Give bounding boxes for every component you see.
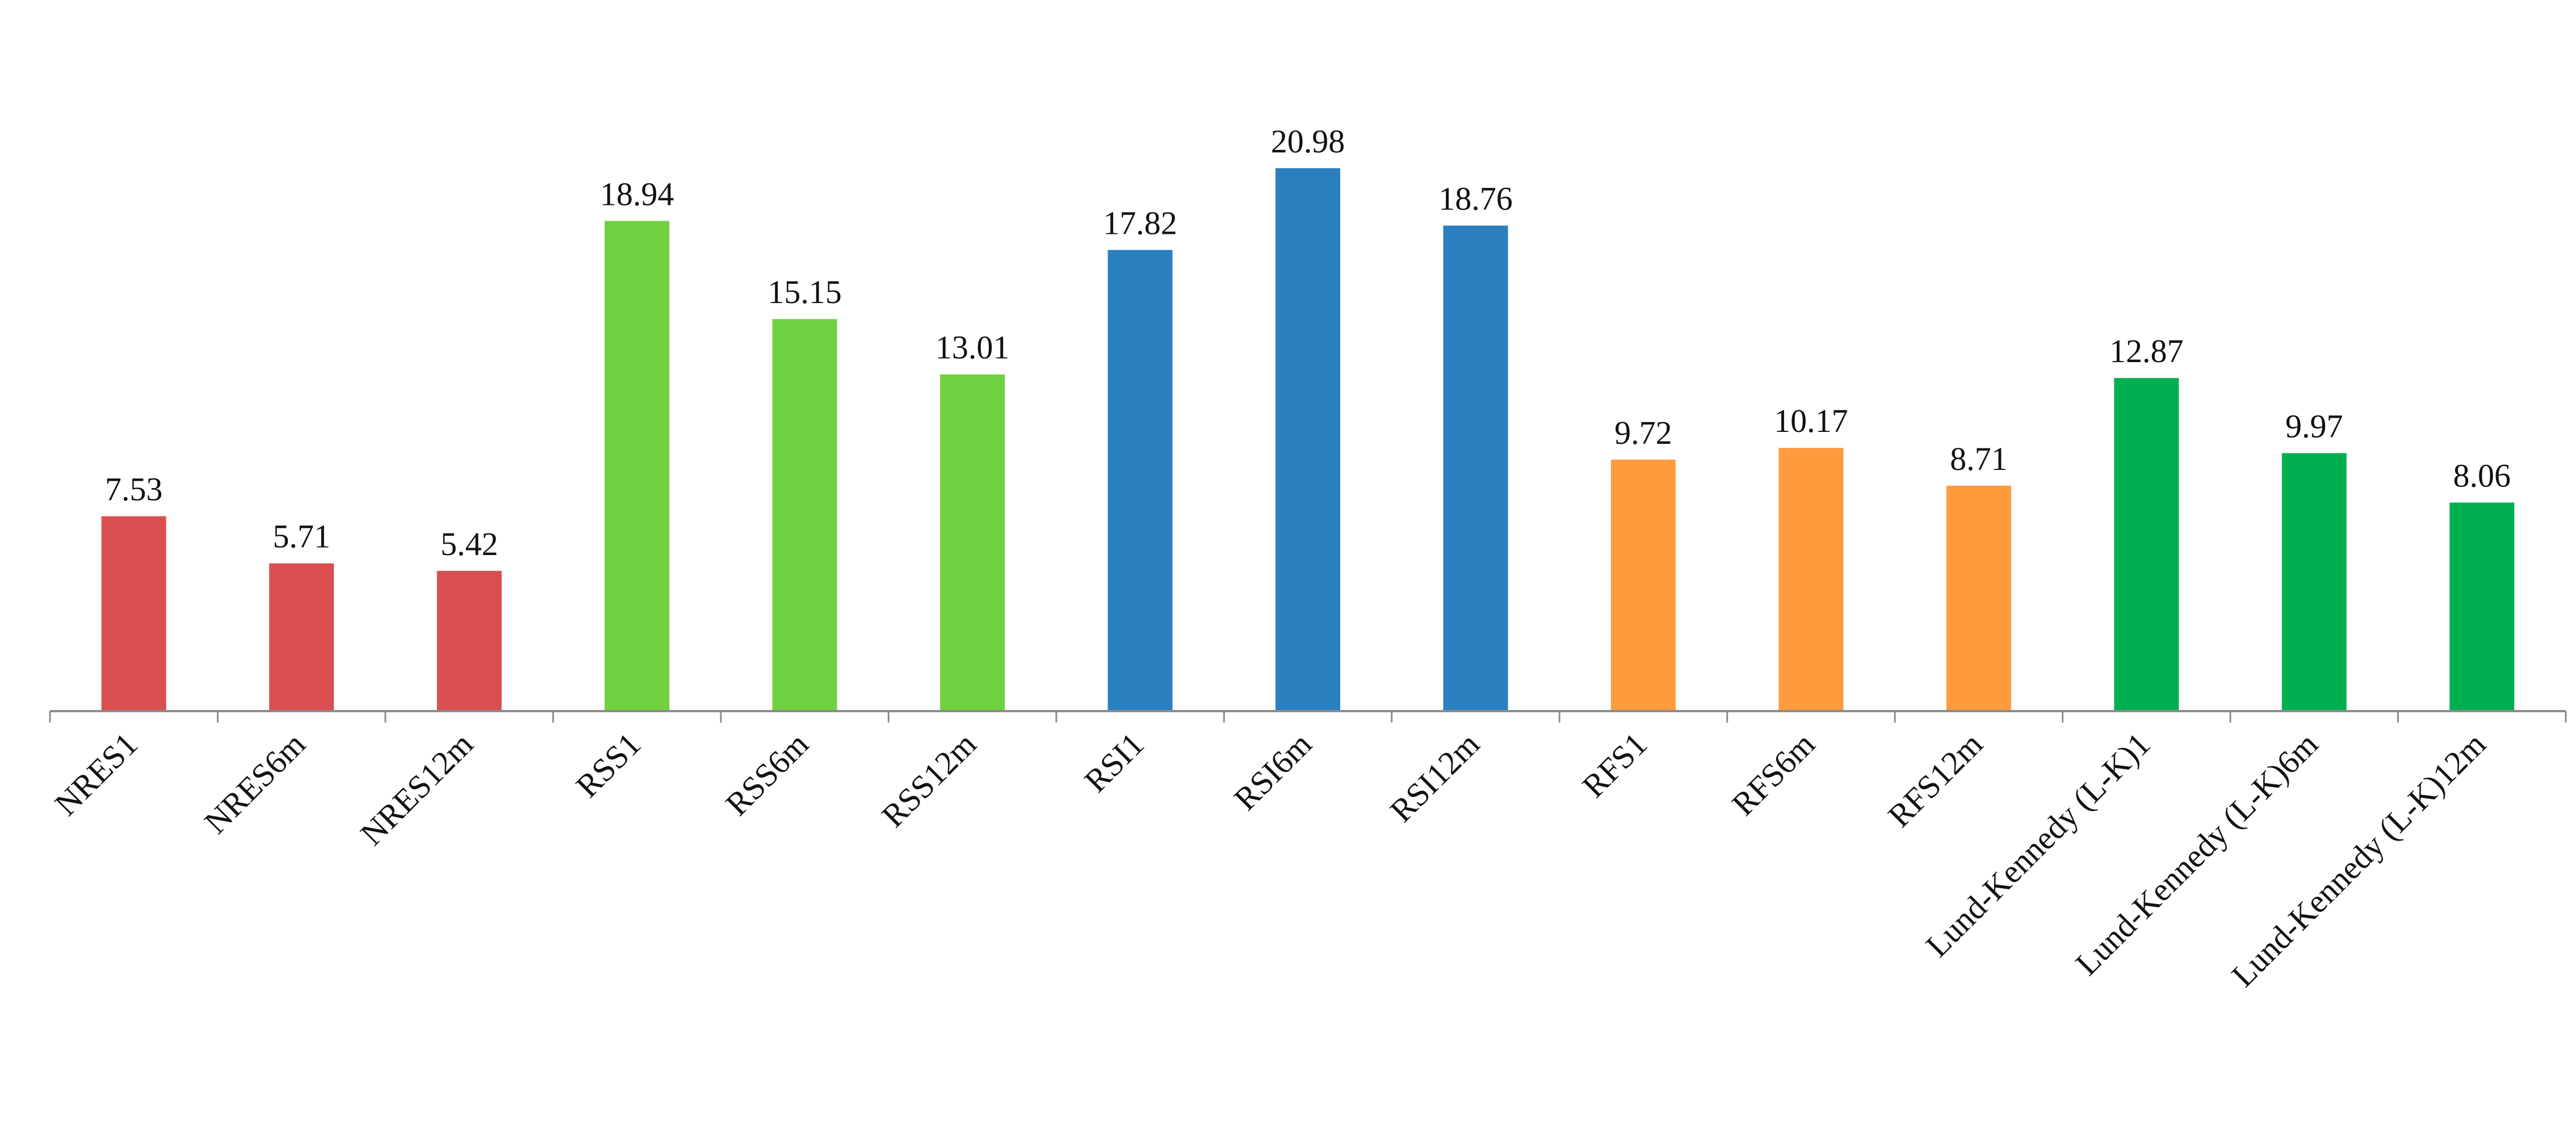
data-label: 17.82	[1103, 204, 1177, 241]
bar-nres6m	[269, 563, 334, 711]
x-tick-label: RSI1	[1077, 725, 1151, 799]
bar-nres12m	[437, 570, 502, 711]
data-label: 9.72	[1614, 414, 1672, 451]
x-tick-label: NRES12m	[353, 725, 480, 852]
data-label: 9.97	[2285, 407, 2343, 444]
value-labels-group: 7.53 5.71 5.42 18.94 15.15 13.01 17.82 20.98 18.…	[105, 123, 2511, 562]
data-label: 20.98	[1271, 123, 1345, 159]
data-label: 7.53	[105, 471, 163, 508]
x-tick-label: NRES1	[48, 725, 145, 822]
data-label: 12.87	[2109, 333, 2184, 369]
bar-rss1	[605, 221, 670, 711]
data-label: 15.15	[767, 274, 842, 310]
bar-rsi12m	[1443, 225, 1508, 711]
bar-rfs1	[1610, 459, 1676, 711]
bar-rfs6m	[1778, 448, 1844, 711]
bar-rss12m	[940, 374, 1005, 711]
bars-group	[101, 168, 2515, 711]
x-axis	[49, 710, 2567, 722]
data-label: 5.71	[272, 518, 330, 555]
data-label: 8.06	[2453, 457, 2511, 494]
data-label: 18.76	[1438, 180, 1513, 217]
bar-lund-kennedy-l-k-6m	[2281, 453, 2347, 711]
bar-lund-kennedy-l-k-1	[2114, 378, 2179, 711]
bar-lund-kennedy-l-k-12m	[2449, 502, 2515, 711]
x-tick-label: RSS6m	[718, 725, 815, 822]
data-label: 18.94	[600, 175, 674, 212]
x-tick-label: RFS12m	[1881, 725, 1990, 834]
data-label: 5.42	[440, 526, 498, 562]
x-tick-label: RSS12m	[874, 725, 983, 834]
x-tick-label: RFS1	[1575, 725, 1654, 804]
bar-rsi6m	[1276, 168, 1340, 711]
x-tick-labels-group: NRES1 NRES6m NRES12m RSS1 RSS6m RSS12m RSI1 RSI…	[48, 725, 2493, 994]
bar-rss6m	[772, 319, 837, 711]
data-label: 8.71	[1950, 440, 2008, 477]
x-tick-label: RSI6m	[1227, 725, 1319, 817]
bar-rfs12m	[1946, 485, 2011, 711]
data-label: 10.17	[1774, 402, 1848, 439]
x-tick-label: RSI12m	[1383, 725, 1487, 829]
x-tick-label: RFS6m	[1725, 725, 1822, 822]
data-label: 13.01	[935, 329, 1010, 366]
x-tick-label: NRES6m	[197, 725, 312, 841]
bar-nres1	[101, 516, 166, 711]
bar-rsi1	[1107, 250, 1173, 711]
x-tick-label: RSS1	[569, 725, 648, 804]
